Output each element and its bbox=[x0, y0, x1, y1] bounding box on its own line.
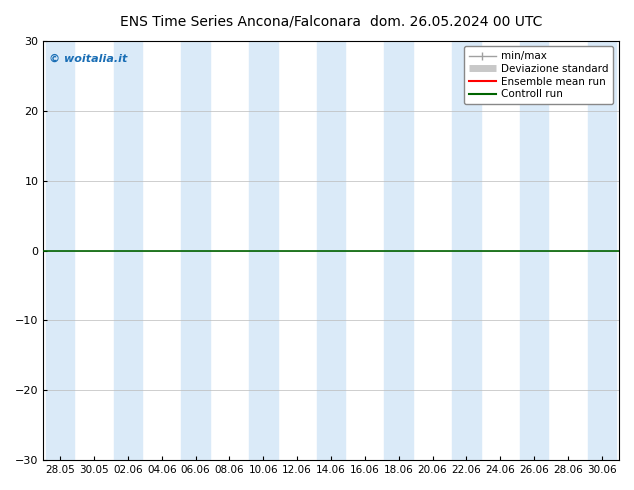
Bar bbox=[46, 41, 74, 460]
Bar bbox=[384, 41, 413, 460]
Bar bbox=[181, 41, 210, 460]
Bar bbox=[317, 41, 345, 460]
Bar bbox=[588, 41, 616, 460]
Bar bbox=[520, 41, 548, 460]
Bar bbox=[249, 41, 278, 460]
Text: ENS Time Series Ancona/Falconara: ENS Time Series Ancona/Falconara bbox=[120, 15, 361, 29]
Text: © woitalia.it: © woitalia.it bbox=[49, 53, 127, 64]
Bar bbox=[452, 41, 481, 460]
Text: dom. 26.05.2024 00 UTC: dom. 26.05.2024 00 UTC bbox=[370, 15, 543, 29]
Bar bbox=[113, 41, 142, 460]
Legend: min/max, Deviazione standard, Ensemble mean run, Controll run: min/max, Deviazione standard, Ensemble m… bbox=[464, 46, 614, 104]
